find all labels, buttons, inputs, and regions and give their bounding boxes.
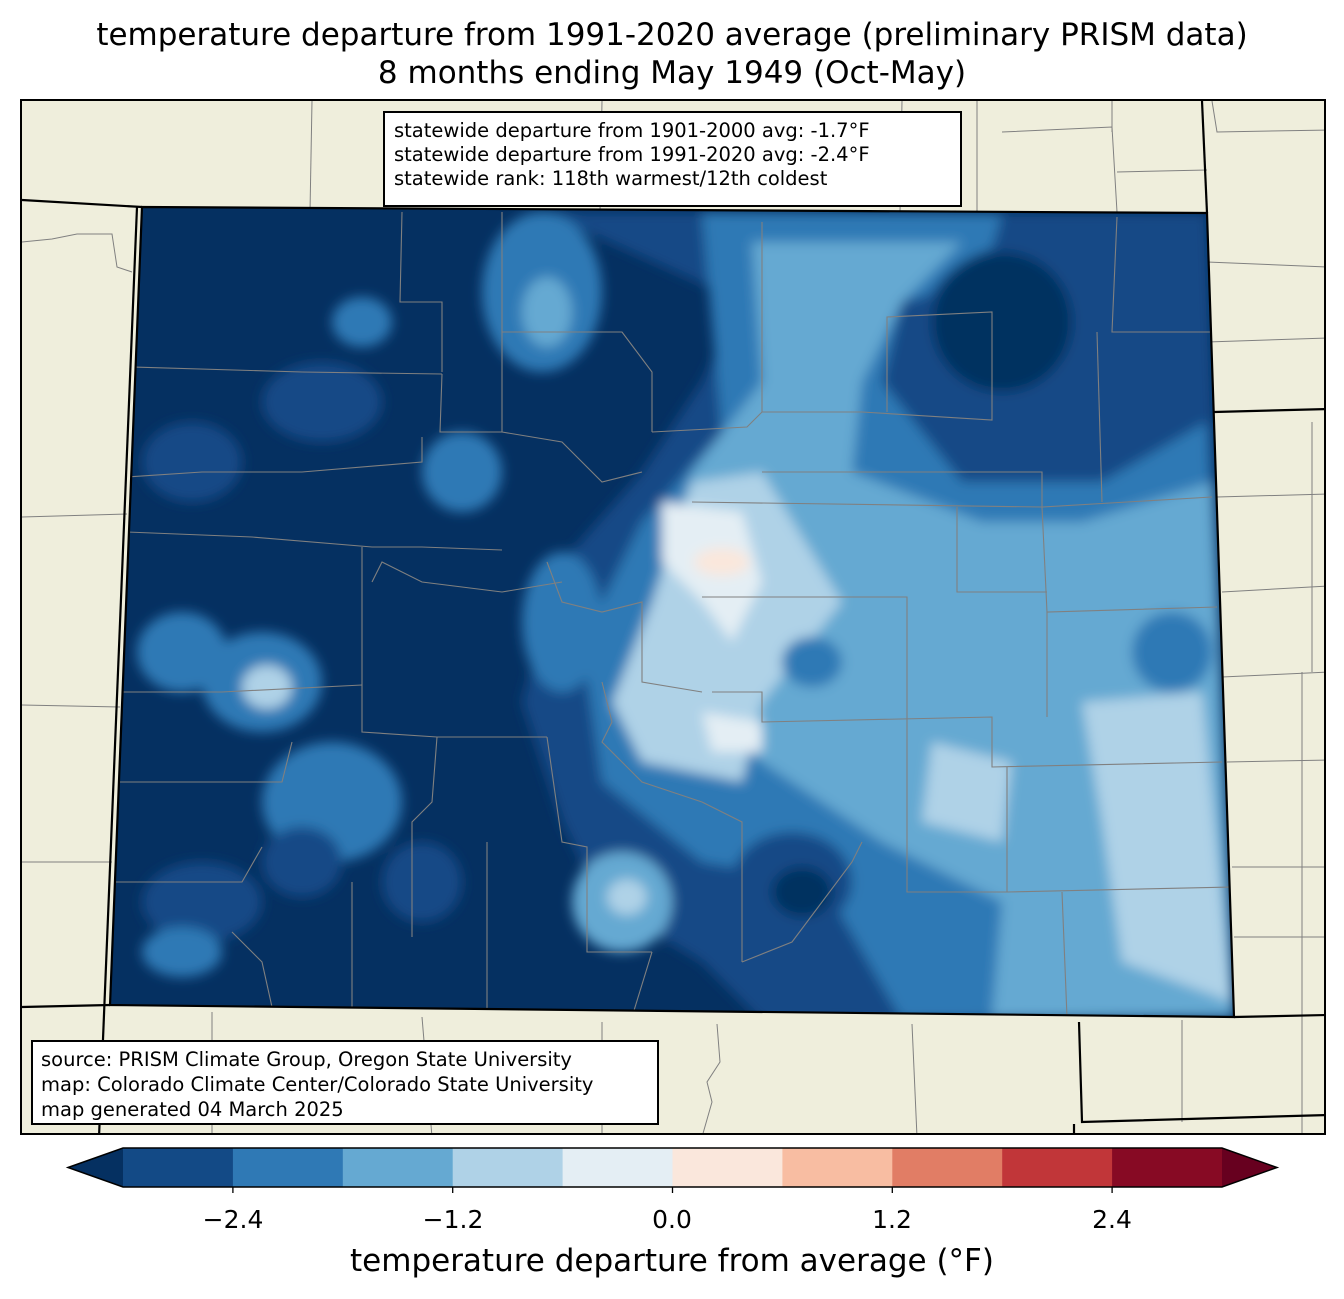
colorbar-segment [782,1148,893,1187]
colorado-map [22,101,1324,1133]
map-subtitle: 8 months ending May 1949 (Oct-May) [377,55,967,91]
statewide-stats-box: statewide departure from 1901-2000 avg: … [383,111,962,207]
county-lines [112,211,1233,1017]
generated-date-line: map generated 04 March 2025 [41,1098,344,1121]
colorbar-segment [1112,1148,1223,1187]
colorbar-extend-low [68,1148,123,1187]
departure-1901-2000: statewide departure from 1901-2000 avg: … [394,119,870,142]
colorbar-label: temperature departure from average (°F) [350,1243,994,1279]
colorbar-segment [232,1148,344,1187]
departure-1991-2020: statewide departure from 1991-2020 avg: … [394,143,870,166]
tick-label-minus-2-4: −2.4 [202,1205,264,1234]
source-line: source: PRISM Climate Group, Oregon Stat… [41,1048,572,1071]
colorbar-segment [892,1148,1003,1187]
colorbar-outline [65,1147,1280,1188]
colorbar-segment [452,1148,564,1187]
tick-label-minus-1-2: −1.2 [422,1205,484,1234]
colorbar [65,1147,1280,1193]
colorbar-segment [1002,1148,1113,1187]
source-box: source: PRISM Climate Group, Oregon Stat… [31,1040,659,1125]
map-title: temperature departure from 1991-2020 ave… [96,17,1248,53]
tick-label-2-4: 2.4 [1092,1205,1132,1234]
statewide-rank: statewide rank: 118th warmest/12th colde… [394,167,828,190]
tick-label-0-0: 0.0 [652,1205,692,1234]
colorbar-segment [672,1148,783,1187]
temperature-field [110,207,1234,1017]
colorbar-segment [562,1148,673,1187]
map-panel [20,99,1326,1135]
colorbar-segment [123,1148,234,1187]
tick-label-1-2: 1.2 [872,1205,912,1234]
colorbar-segment [342,1148,454,1187]
colorbar-extend-high [1222,1148,1277,1187]
state-borders [22,101,1324,1133]
map-credit-line: map: Colorado Climate Center/Colorado St… [41,1073,594,1096]
